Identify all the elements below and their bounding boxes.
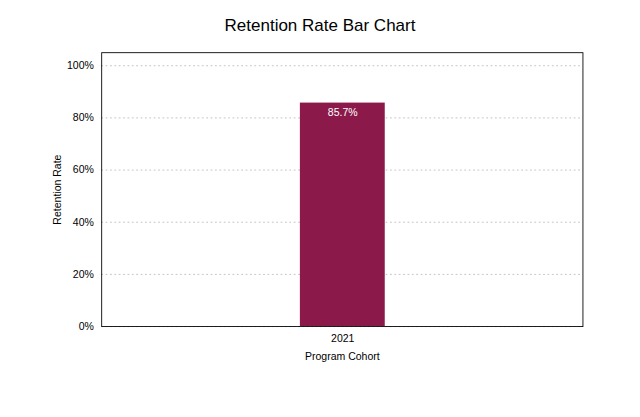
svg-text:2021: 2021 <box>331 332 355 344</box>
svg-text:0%: 0% <box>79 320 94 332</box>
svg-text:60%: 60% <box>73 163 94 175</box>
svg-text:20%: 20% <box>73 268 94 280</box>
svg-text:80%: 80% <box>73 111 94 123</box>
svg-text:Program Cohort: Program Cohort <box>305 350 380 362</box>
svg-text:85.7%: 85.7% <box>328 106 358 118</box>
html-text:Retention Rate Bar Chart: Retention Rate Bar Chart <box>224 16 416 35</box>
svg-text:Retention Rate: Retention Rate <box>51 154 63 224</box>
svg-text:100%: 100% <box>67 59 94 71</box>
svg-text:40%: 40% <box>73 216 94 228</box>
